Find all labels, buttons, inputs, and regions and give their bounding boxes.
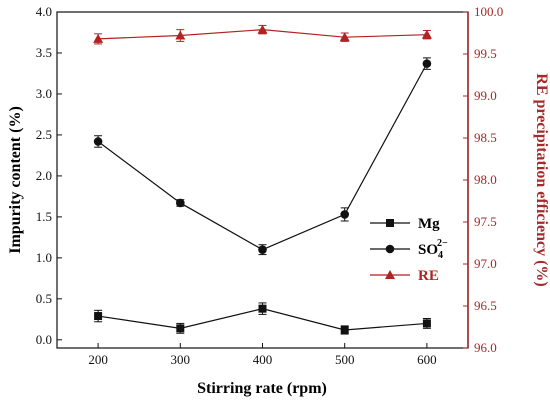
data-point-so [422,59,432,68]
legend: Mg SO42− RE [370,216,448,284]
data-point-so [176,198,185,208]
legend-marker-square [386,219,394,227]
legend-item-re: RE [370,268,439,284]
data-point-so [93,137,103,146]
legend-marker-triangle [385,270,395,279]
y-left-tick-label: 0.0 [36,332,52,347]
y-right-tick-label: 100.0 [474,4,503,19]
legend-item-mg: Mg [370,216,440,232]
data-point-re [339,32,350,42]
series-line-so [97,63,428,251]
x-tick-label: 200 [88,352,108,367]
error-bars [94,24,431,335]
data-point-mg [340,325,349,334]
legend-label-so4-subscript: 4 [438,250,443,261]
legend-marker-circle [385,244,395,254]
data-point-re [93,33,104,43]
data-point-mg [422,319,431,328]
y-right-tick-label: 98.0 [474,172,497,187]
y-right-tick-label: 97.0 [474,256,497,271]
legend-label-mg: Mg [418,216,440,232]
y-left-tick-label: 2.0 [36,168,52,183]
legend-label-re: RE [418,268,439,284]
y-right-tick-label: 99.5 [474,46,497,61]
data-point-so [340,210,350,219]
data-point-mg [94,312,103,321]
x-tick-label: 500 [335,352,355,367]
legend-label-so4-superscript: 2− [437,238,448,249]
plot-frame [56,11,469,349]
y-right-tick-label: 96.5 [474,298,497,313]
y-left-tick-label: 3.5 [36,45,52,60]
data-point-mg [258,304,267,313]
right-axis-ticks: 96.0 96.5 97.0 97.5 98.0 98.5 99.0 99.5 100.0 [463,4,503,355]
right-axis-title: RE precipitation efficiency (%) [533,73,550,286]
data-markers [93,24,432,334]
y-left-tick-label: 3.0 [36,86,52,101]
legend-label-so4: SO42− [418,238,448,261]
x-tick-label: 300 [171,352,191,367]
x-axis-title: Stirring rate (rpm) [197,380,327,397]
x-tick-label: 600 [417,352,437,367]
x-tick-label: 400 [253,352,273,367]
legend-label-so4-base: SO [418,242,438,258]
y-right-tick-label: 98.5 [474,130,497,145]
left-axis-title: Impurity content (%) [7,106,24,254]
x-axis-ticks: 200 300 400 500 600 [88,343,437,367]
series-lines [97,29,428,331]
y-left-tick-label: 1.0 [36,250,52,265]
data-point-re [175,30,186,40]
y-right-tick-label: 97.5 [474,214,497,229]
y-right-tick-label: 96.0 [474,340,497,355]
y-left-tick-label: 2.5 [36,127,52,142]
y-left-tick-label: 0.5 [36,291,52,306]
data-point-so [258,245,267,254]
data-point-re [421,29,432,39]
legend-item-so4: SO42− [370,238,448,261]
y-right-tick-label: 99.0 [474,88,497,103]
data-point-re [257,24,268,34]
left-axis-ticks: 0.0 0.5 1.0 1.5 2.0 2.5 3.0 3.5 4.0 [36,4,62,347]
y-left-tick-label: 4.0 [36,4,52,19]
data-point-mg [176,324,185,333]
y-left-tick-label: 1.5 [36,209,52,224]
